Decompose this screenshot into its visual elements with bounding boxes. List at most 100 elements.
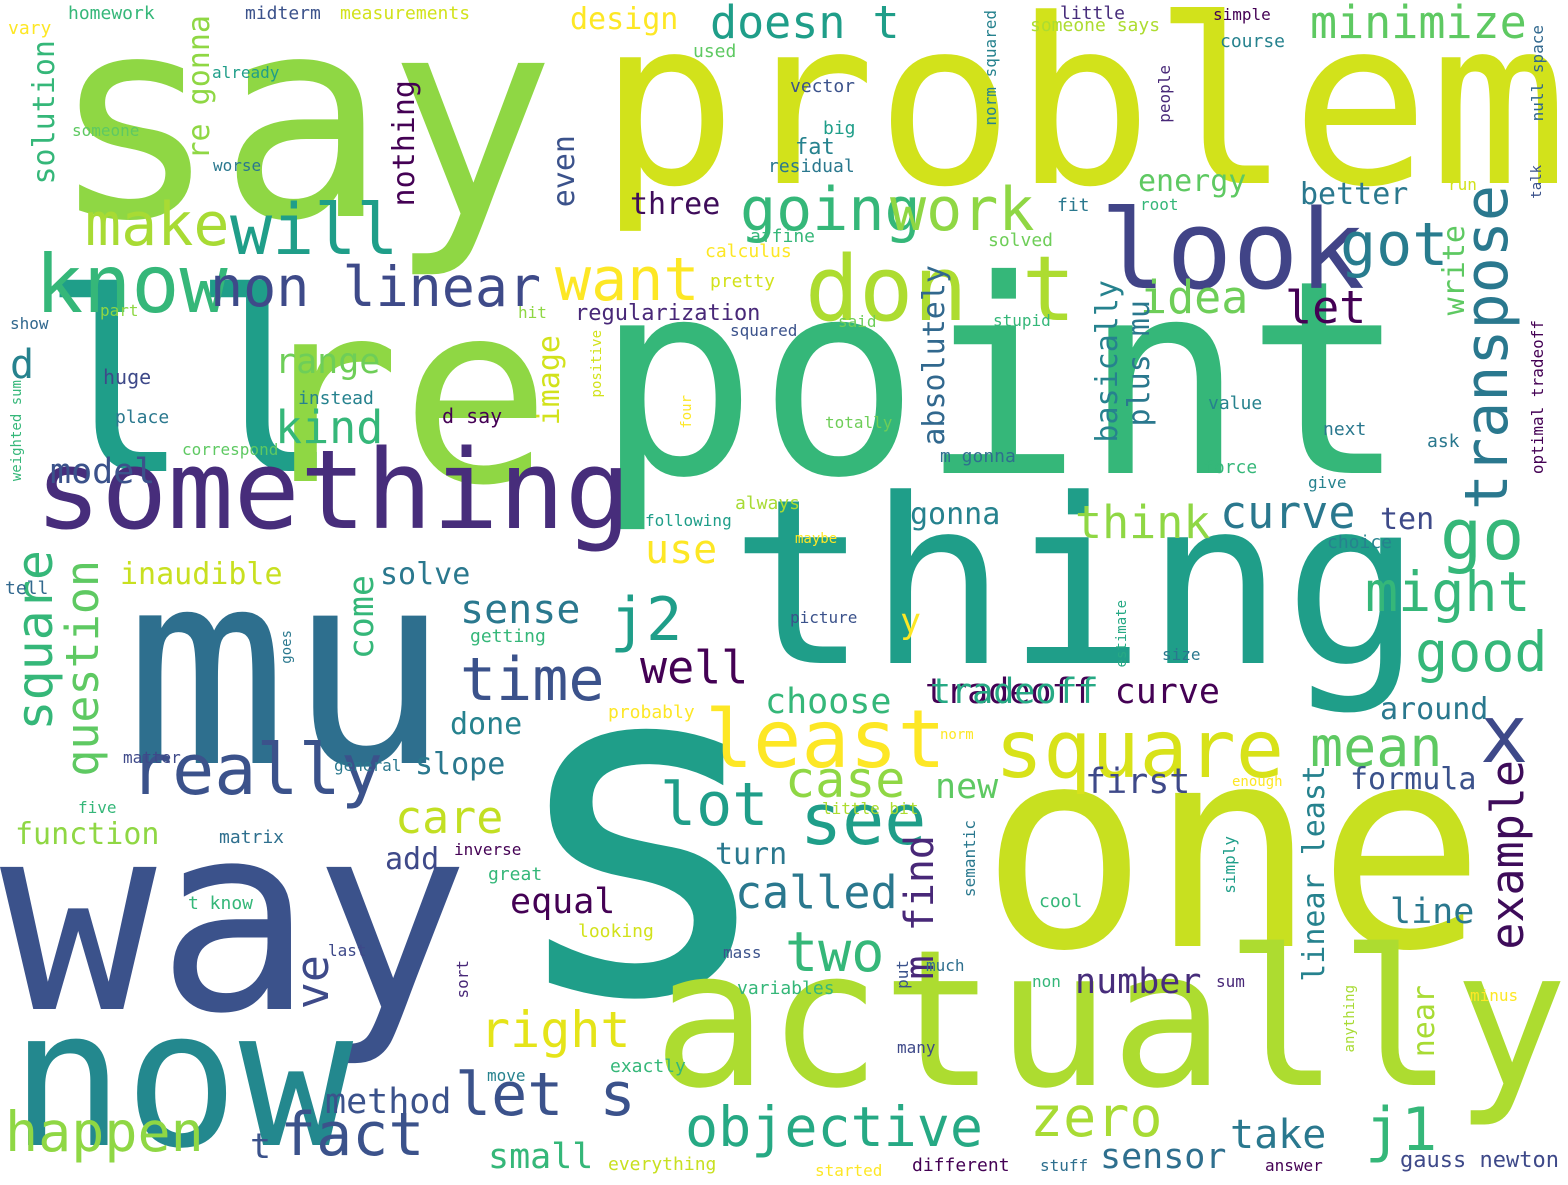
word-point: point	[595, 222, 1408, 537]
word-range: range	[275, 342, 381, 382]
word-nothing: nothing	[387, 80, 422, 207]
word-ask: ask	[1427, 431, 1460, 452]
word-mass: mass	[723, 943, 762, 962]
word-basically: basically	[1090, 280, 1125, 443]
word-see: see	[800, 779, 927, 861]
word-size: size	[1162, 645, 1201, 664]
word-doesn-t: doesn t	[710, 0, 900, 49]
word-fit: fit	[1057, 195, 1090, 216]
word-next: next	[1323, 419, 1367, 440]
word-instead: instead	[298, 388, 374, 409]
word-correspond: correspond	[182, 440, 279, 459]
word-inaudible: inaudible	[120, 557, 283, 592]
word-design: design	[570, 2, 679, 37]
word-m-gonna: m gonna	[940, 446, 1016, 467]
word-maybe: maybe	[795, 531, 838, 547]
word-square: square	[995, 703, 1284, 796]
word-well: well	[640, 641, 749, 694]
word-make: make	[85, 190, 230, 260]
word-last: last	[328, 941, 367, 960]
word-part: part	[100, 301, 139, 320]
word-ve: ve	[286, 955, 339, 1010]
word-answer: answer	[1265, 1156, 1323, 1175]
word-first: first	[1085, 762, 1191, 802]
word-null-space: null space	[1528, 25, 1547, 122]
word-thing: thing	[730, 451, 1423, 718]
word-calculus: calculus	[705, 241, 792, 262]
word-tradeoff-curve: tradeoff curve	[925, 672, 1221, 712]
word-great: great	[488, 864, 543, 885]
word-root: root	[1140, 195, 1179, 214]
word-objective: objective	[685, 1095, 984, 1159]
word-goes: goes	[279, 630, 295, 664]
word-zero: zero	[1030, 1085, 1163, 1149]
word-way: way	[0, 769, 470, 1071]
word-non-linear: non linear	[210, 255, 542, 319]
word-getting: getting	[470, 626, 546, 647]
word-don-t: don t	[805, 237, 1076, 342]
word-now: now	[10, 969, 354, 1185]
word-norm: norm	[940, 727, 974, 743]
word-norm-squared: norm squared	[981, 10, 1000, 126]
word-non: non	[1032, 972, 1061, 991]
word-huge: huge	[103, 365, 152, 389]
word-say: say	[50, 0, 556, 283]
word-mean: mean	[1310, 715, 1443, 779]
word-re-gonna: re gonna	[182, 15, 217, 160]
word-turn: turn	[715, 837, 788, 872]
word-write: write	[1437, 225, 1472, 316]
word-matter: matter	[123, 748, 181, 767]
word-totally: totally	[825, 413, 893, 432]
word-following: following	[645, 511, 732, 530]
word-j1: j1	[1365, 1095, 1438, 1165]
word-weighted-sum: weighted sum	[9, 380, 25, 482]
word-solve: solve	[380, 557, 471, 592]
word-simply: simply	[1220, 836, 1239, 894]
word-minus: minus	[1470, 986, 1519, 1005]
word-residual: residual	[768, 156, 855, 177]
word-done: done	[450, 707, 523, 742]
word-d-say: d say	[442, 404, 503, 428]
word-picture: picture	[790, 608, 858, 627]
word-number: number	[1075, 962, 1202, 1002]
word-anything: anything	[1342, 985, 1358, 1053]
word-image: image	[532, 335, 567, 426]
word-people: people	[1155, 65, 1174, 123]
word-affine: affine	[750, 226, 816, 247]
word-will: will	[230, 189, 399, 271]
word-hit: hit	[518, 303, 547, 322]
word-already: already	[212, 63, 280, 82]
word-curve: curve	[1220, 486, 1356, 539]
word-s: s	[500, 556, 783, 1103]
word-ten: ten	[1380, 502, 1435, 537]
word-enough: enough	[1232, 774, 1283, 790]
word-t: t	[250, 1127, 272, 1167]
word-show: show	[10, 314, 49, 333]
word-pretty: pretty	[710, 271, 776, 292]
word-x: x	[1480, 688, 1529, 781]
word-worse: worse	[213, 156, 262, 175]
word-big: big	[823, 118, 856, 139]
word-sort: sort	[453, 960, 472, 999]
word-solved: solved	[988, 230, 1054, 251]
word-minimize: minimize	[1310, 0, 1527, 49]
word-everything: everything	[608, 1154, 717, 1175]
word-homework: homework	[68, 3, 155, 24]
word-look: look	[1100, 186, 1365, 314]
word-general: general	[334, 756, 402, 775]
word-let-s: let s	[455, 1060, 636, 1130]
word-small: small	[488, 1137, 594, 1177]
word-example: example	[1481, 760, 1534, 950]
word-many: many	[897, 1038, 936, 1057]
word-take: take	[1230, 1112, 1327, 1158]
word-fat: fat	[795, 135, 835, 160]
word-used: used	[693, 41, 737, 62]
word-choice: choice	[1327, 532, 1393, 553]
word-absolutely: absolutely	[917, 265, 952, 446]
word-midterm: midterm	[245, 3, 321, 24]
word-sense: sense	[460, 587, 581, 633]
word-model: model	[50, 452, 156, 492]
word-little: little	[1060, 3, 1126, 24]
word-choose: choose	[765, 682, 892, 722]
word-work: work	[890, 175, 1035, 245]
